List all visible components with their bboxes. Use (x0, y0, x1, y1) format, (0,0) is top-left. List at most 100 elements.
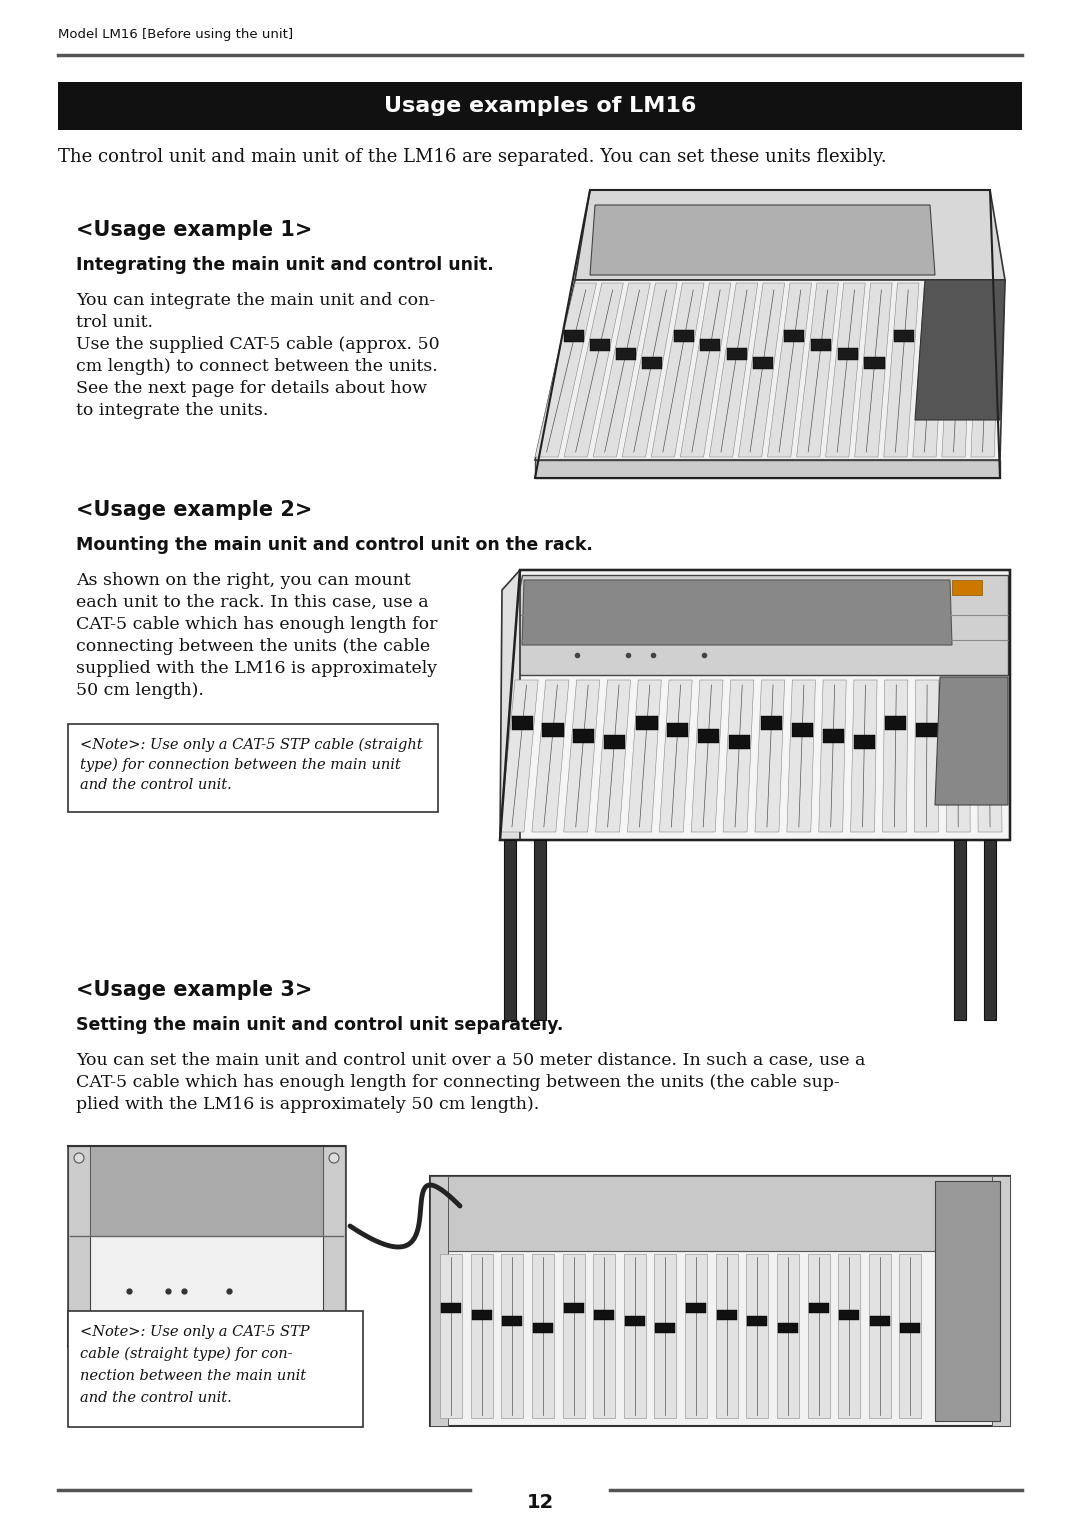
Circle shape (329, 1154, 339, 1163)
Text: each unit to the rack. In this case, use a: each unit to the rack. In this case, use… (76, 594, 429, 610)
Polygon shape (512, 716, 534, 731)
Polygon shape (947, 729, 969, 743)
Bar (954, 839, 966, 1019)
Bar (440, 1254, 462, 1418)
Polygon shape (811, 339, 831, 351)
Polygon shape (753, 357, 773, 369)
Polygon shape (642, 357, 662, 369)
Polygon shape (797, 282, 838, 456)
Polygon shape (593, 282, 650, 456)
Text: You can integrate the main unit and con-: You can integrate the main unit and con- (76, 291, 435, 308)
Bar (778, 1323, 798, 1332)
Circle shape (75, 1154, 84, 1163)
Polygon shape (596, 681, 631, 832)
Text: supplied with the LM16 is approximately: supplied with the LM16 is approximately (76, 661, 437, 678)
Text: and the control unit.: and the control unit. (80, 778, 232, 792)
Bar (534, 839, 546, 1019)
Bar (685, 1254, 707, 1418)
Text: CAT-5 cable which has enough length for connecting between the units (the cable : CAT-5 cable which has enough length for … (76, 1074, 840, 1091)
Polygon shape (564, 282, 623, 456)
Bar (504, 839, 516, 1019)
Bar (430, 1177, 1010, 1425)
Bar (501, 1254, 524, 1418)
Circle shape (75, 1329, 84, 1338)
Polygon shape (651, 282, 704, 456)
Bar (68, 1311, 363, 1427)
Bar (746, 1254, 768, 1418)
Bar (993, 1177, 1010, 1425)
Bar (68, 1146, 90, 1346)
Polygon shape (729, 736, 751, 749)
Polygon shape (575, 191, 1005, 279)
Polygon shape (913, 282, 946, 456)
Polygon shape (854, 282, 892, 456)
Polygon shape (837, 348, 858, 360)
Bar (430, 1177, 448, 1425)
Polygon shape (727, 348, 746, 360)
Polygon shape (622, 282, 677, 456)
Bar (839, 1309, 860, 1320)
Bar (717, 1309, 737, 1320)
Polygon shape (851, 681, 877, 832)
Text: Model LM16 [Before using the unit]: Model LM16 [Before using the unit] (58, 27, 293, 41)
Polygon shape (823, 729, 843, 743)
Polygon shape (768, 282, 811, 456)
Polygon shape (564, 330, 584, 342)
Circle shape (329, 1329, 339, 1338)
Polygon shape (535, 279, 1005, 459)
Polygon shape (978, 736, 1000, 749)
Text: 50 cm length).: 50 cm length). (76, 682, 204, 699)
Text: CAT-5 cable which has enough length for: CAT-5 cable which has enough length for (76, 617, 437, 633)
Text: 12: 12 (526, 1492, 554, 1512)
Polygon shape (573, 729, 594, 743)
Polygon shape (500, 571, 519, 839)
Text: Setting the main unit and control unit separately.: Setting the main unit and control unit s… (76, 1016, 564, 1035)
Polygon shape (760, 716, 782, 731)
Polygon shape (819, 681, 847, 832)
Polygon shape (792, 722, 813, 737)
Text: <Note>: Use only a CAT-5 STP: <Note>: Use only a CAT-5 STP (80, 1325, 310, 1338)
Polygon shape (616, 348, 636, 360)
Bar (869, 1317, 890, 1326)
Bar (777, 1254, 799, 1418)
Text: Integrating the main unit and control unit.: Integrating the main unit and control un… (76, 256, 494, 275)
Bar (747, 1317, 767, 1326)
Bar (530, 175, 1010, 481)
Text: type) for connection between the main unit: type) for connection between the main un… (80, 758, 401, 772)
Polygon shape (691, 681, 723, 832)
Text: <Note>: Use only a CAT-5 STP cable (straight: <Note>: Use only a CAT-5 STP cable (stra… (80, 739, 422, 752)
Text: trol unit.: trol unit. (76, 314, 153, 331)
Polygon shape (784, 330, 805, 342)
Bar (323, 1146, 345, 1346)
Polygon shape (604, 736, 625, 749)
Text: You can set the main unit and control unit over a 50 meter distance. In such a c: You can set the main unit and control un… (76, 1051, 865, 1070)
Bar (901, 1323, 920, 1332)
Polygon shape (627, 681, 661, 832)
Bar (531, 1254, 554, 1418)
Text: Mounting the main unit and control unit on the rack.: Mounting the main unit and control unit … (76, 536, 593, 554)
Polygon shape (636, 716, 658, 731)
Text: connecting between the units (the cable: connecting between the units (the cable (76, 638, 430, 655)
Bar (68, 1146, 345, 1346)
Bar (900, 1254, 921, 1418)
Bar (686, 1303, 706, 1314)
Bar (868, 1254, 891, 1418)
Bar (951, 580, 982, 595)
Bar (808, 1254, 829, 1418)
Bar (624, 1254, 646, 1418)
Bar (838, 1254, 860, 1418)
Polygon shape (942, 282, 973, 456)
Bar (471, 1254, 492, 1418)
Polygon shape (500, 681, 538, 832)
Polygon shape (710, 282, 758, 456)
Bar (656, 1323, 675, 1332)
Text: See the next page for details about how: See the next page for details about how (76, 380, 427, 397)
Polygon shape (787, 681, 815, 832)
Text: The control unit and main unit of the LM16 are separated. You can set these unit: The control unit and main unit of the LM… (58, 148, 887, 166)
Polygon shape (915, 279, 1005, 420)
Polygon shape (724, 681, 754, 832)
Polygon shape (921, 339, 942, 351)
Text: and the control unit.: and the control unit. (80, 1392, 232, 1405)
Text: plied with the LM16 is approximately 50 cm length).: plied with the LM16 is approximately 50 … (76, 1096, 539, 1112)
Bar (564, 1303, 583, 1314)
